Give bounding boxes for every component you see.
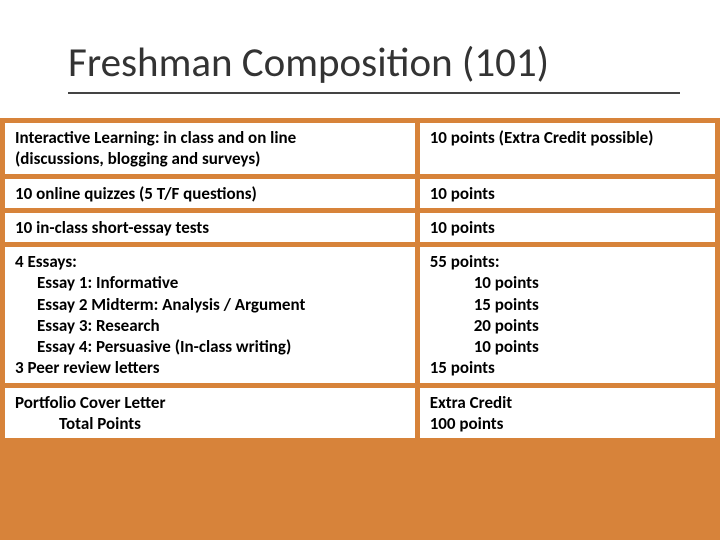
cell-text: Interactive Learning: in class and on li… [15, 127, 407, 148]
cell-text: Total Points [15, 413, 407, 434]
cell-text: 3 Peer review letters [15, 357, 407, 378]
table-row: Portfolio Cover LetterTotal PointsExtra … [3, 385, 718, 441]
table-cell-right: 10 points [417, 176, 717, 210]
grading-table-container: Interactive Learning: in class and on li… [0, 118, 720, 540]
cell-text: 10 points [430, 183, 707, 204]
cell-text: 15 points [430, 357, 707, 378]
table-cell-right: 10 points (Extra Credit possible) [417, 121, 717, 177]
table-cell-right: 10 points [417, 210, 717, 244]
cell-text: 10 in-class short-essay tests [15, 217, 407, 238]
cell-text: 10 points [430, 217, 707, 238]
cell-text: (discussions, blogging and surveys) [15, 148, 407, 169]
table-cell-left: 4 Essays:Essay 1: InformativeEssay 2 Mid… [3, 245, 418, 386]
table-row: 10 in-class short-essay tests 10 points [3, 210, 718, 244]
table-cell-left: Portfolio Cover LetterTotal Points [3, 385, 418, 441]
cell-text: Essay 4: Persuasive (In-class writing) [15, 336, 407, 357]
cell-text: Essay 3: Research [15, 315, 407, 336]
page-title: Freshman Composition (101) [68, 38, 680, 94]
table-cell-right: 55 points:10 points15 points20 points10 … [417, 245, 717, 386]
table-cell-right: Extra Credit100 points [417, 385, 717, 441]
cell-text: 10 online quizzes (5 T/F questions) [15, 183, 407, 204]
cell-text: Essay 1: Informative [15, 272, 407, 293]
cell-text: 10 points [430, 272, 707, 293]
cell-text: Extra Credit [430, 392, 707, 413]
cell-text: 100 points [430, 413, 707, 434]
table-cell-left: Interactive Learning: in class and on li… [3, 121, 418, 177]
table-row: 10 online quizzes (5 T/F questions) 10 po… [3, 176, 718, 210]
cell-text: 55 points: [430, 251, 707, 272]
cell-text: 20 points [430, 315, 707, 336]
cell-text: Portfolio Cover Letter [15, 392, 407, 413]
table-row: 4 Essays:Essay 1: InformativeEssay 2 Mid… [3, 245, 718, 386]
cell-text: Essay 2 Midterm: Analysis / Argument [15, 294, 407, 315]
cell-text: 4 Essays: [15, 251, 407, 272]
cell-text: 10 points (Extra Credit possible) [430, 127, 707, 148]
slide: Freshman Composition (101) Interactive L… [0, 0, 720, 540]
table-cell-left: 10 online quizzes (5 T/F questions) [3, 176, 418, 210]
table-cell-left: 10 in-class short-essay tests [3, 210, 418, 244]
table-row: Interactive Learning: in class and on li… [3, 121, 718, 177]
cell-text: 10 points [430, 336, 707, 357]
cell-text: 15 points [430, 294, 707, 315]
grading-table: Interactive Learning: in class and on li… [0, 118, 720, 443]
